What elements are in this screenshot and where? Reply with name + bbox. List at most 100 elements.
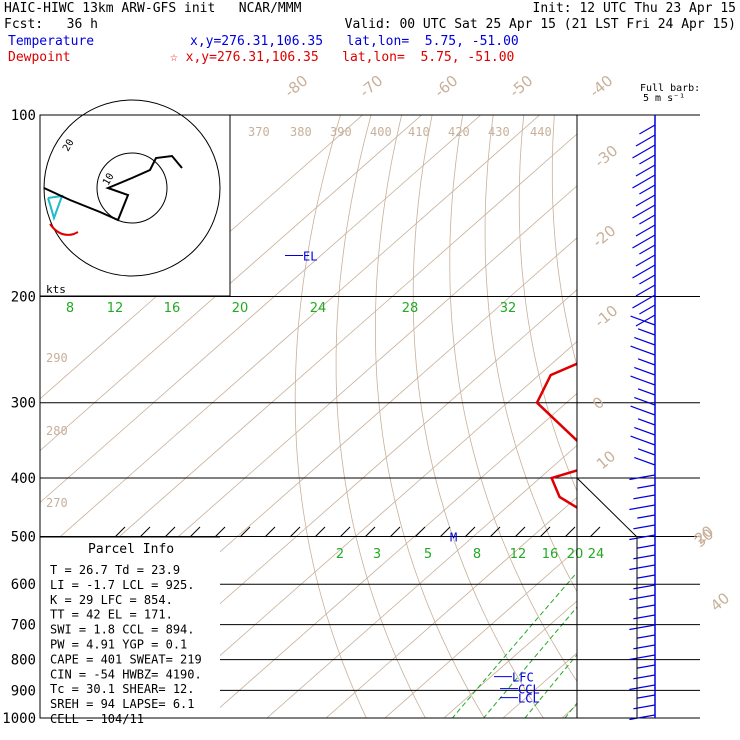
- wind-barb: [637, 388, 656, 396]
- hatch-mark: [339, 526, 351, 538]
- dry-adiabat: [375, 115, 485, 718]
- isotherm: [724, 87, 740, 730]
- hodograph-box: [39, 114, 231, 297]
- dry-adiabat: [449, 115, 577, 683]
- dewpoint-location: ☆ x,y=276.31,106.35 lat,lon= 5.75, -51.0…: [170, 50, 515, 65]
- hodograph-trace: [49, 223, 79, 236]
- wind-barb: [634, 336, 656, 346]
- wind-barb: [635, 224, 656, 237]
- wind-barb: [639, 244, 656, 255]
- isotherm-label: 10: [593, 447, 619, 473]
- hatch-mark: [214, 526, 226, 538]
- theta-label: 430: [488, 125, 510, 139]
- pressure-tick-label: 100: [11, 108, 36, 124]
- mixing-ratio-line: [482, 606, 577, 718]
- wind-barb: [635, 134, 656, 147]
- isotherm-label: 40: [707, 589, 733, 615]
- mixing-ratio-label: 16: [542, 547, 559, 562]
- wind-barb: [635, 164, 656, 177]
- hatch-mark: [514, 526, 526, 538]
- isotherm: [665, 87, 740, 730]
- theta-label: 400: [370, 125, 392, 139]
- hodograph-trace: [47, 194, 64, 222]
- isotherm-label: -40: [586, 72, 616, 102]
- hatch-mark: [439, 526, 451, 538]
- barb-region-border: [576, 477, 638, 719]
- wind-barb: [639, 274, 656, 285]
- wind-barb: [634, 366, 656, 376]
- isotherm: [384, 548, 577, 718]
- wind-barb: [632, 204, 656, 219]
- wind-barb: [632, 174, 656, 189]
- mixing-ratio-label: 24: [310, 301, 327, 316]
- dry-adiabat: [518, 115, 577, 493]
- wind-barb: [632, 234, 656, 249]
- isotherm: [606, 87, 740, 730]
- isotherm: [40, 115, 364, 400]
- wind-barb: [637, 634, 656, 639]
- wind-barb: [629, 534, 656, 541]
- hatch-mark: [489, 526, 501, 538]
- isotherm: [502, 652, 577, 718]
- level-annotation: LFC: [512, 671, 534, 685]
- wind-barb: [634, 456, 656, 466]
- mixing-ratio-label: 8: [66, 301, 74, 316]
- mixing-ratio-label: 28: [402, 301, 419, 316]
- dry-adiabat: [484, 115, 577, 593]
- dry-adiabat: [646, 115, 740, 731]
- theta-label: 290: [46, 351, 68, 365]
- barb-note-2: 5 m s⁻¹: [643, 93, 686, 104]
- wind-barb: [630, 315, 656, 326]
- dry-adiabat: [294, 115, 367, 718]
- mixing-ratio-line: [657, 297, 740, 731]
- hodograph-units: kts: [46, 283, 66, 296]
- dry-adiabat: [335, 115, 426, 718]
- mixing-ratio-label: 5: [424, 547, 432, 562]
- level-annotation: M: [450, 530, 457, 544]
- pressure-tick-label: 700: [11, 618, 36, 634]
- hatch-mark: [239, 526, 251, 538]
- pressure-tick-label: 600: [11, 577, 36, 593]
- level-annotation: LCL: [518, 692, 540, 706]
- parcel-panel-bg: [40, 537, 220, 718]
- wind-barb: [630, 345, 656, 356]
- wind-barb: [637, 694, 656, 699]
- hatch-mark: [564, 526, 576, 538]
- mixing-ratio-line: [685, 297, 740, 731]
- dewpoint-profile: [535, 362, 577, 510]
- pressure-tick-label: 800: [11, 653, 36, 669]
- isotherm: [40, 115, 482, 504]
- wind-barb: [639, 184, 656, 195]
- wind-barb: [637, 418, 656, 426]
- wind-barb: [639, 124, 656, 135]
- isotherm-label: -50: [506, 72, 536, 102]
- header-init: Init: 12 UTC Thu 23 Apr 15: [532, 1, 737, 16]
- parcel-info-row: SWI = 1.8 CCL = 894.: [50, 623, 195, 637]
- parcel-info-title: Parcel Info: [88, 542, 174, 557]
- wind-barbs: [629, 115, 656, 721]
- dry-adiabats: [294, 115, 740, 731]
- wind-barb: [629, 504, 656, 511]
- parcel-info-row: CAPE = 401 SWEAT= 219: [50, 652, 202, 666]
- parcel-info-row: LI = -1.7 LCL = 925.: [50, 578, 195, 592]
- isotherm: [561, 704, 577, 718]
- hodograph-ring: [96, 152, 168, 224]
- hatch-mark: [264, 526, 276, 538]
- dewpoint-legend: Dewpoint: [8, 50, 71, 65]
- temperature-location: x,y=276.31,106.35 lat,lon= 5.75, -51.00: [190, 34, 519, 49]
- wind-barb: [637, 574, 656, 579]
- isotherm: [40, 115, 541, 555]
- wind-barb: [637, 604, 656, 609]
- isotherm: [325, 496, 577, 718]
- mixing-ratio-line: [618, 297, 740, 731]
- hatch-mark: [164, 526, 176, 538]
- hodograph-trace: [43, 154, 183, 222]
- temperature-profile: [653, 115, 740, 718]
- mixing-ratio-label: 20: [567, 547, 584, 562]
- parcel-info-row: T = 26.7 Td = 23.9: [50, 563, 180, 577]
- parcel-info-row: CIN = -54 HWBZ= 4190.: [50, 667, 202, 681]
- dry-adiabat: [615, 115, 740, 731]
- plot-frame: [39, 114, 638, 719]
- wind-barb: [629, 474, 656, 481]
